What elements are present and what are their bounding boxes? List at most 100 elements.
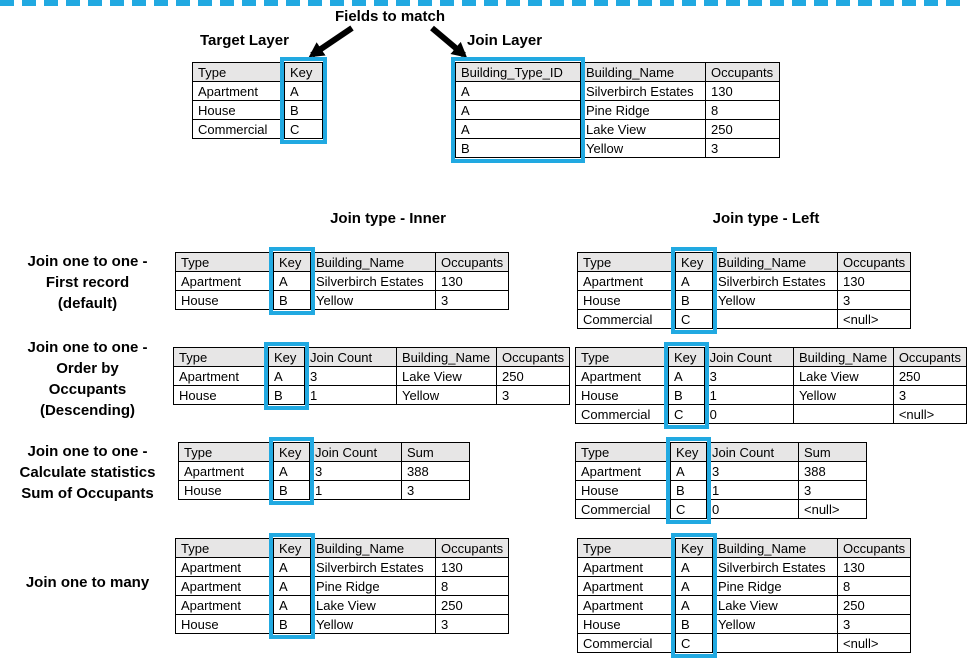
- table-cell: 3: [495, 385, 571, 405]
- table-cell: Yellow: [792, 385, 894, 405]
- table-cell: A: [273, 461, 310, 481]
- table-cell: [712, 633, 838, 653]
- table-row: House B Yellow 3: [577, 614, 912, 634]
- table-row: Commercial C 0 <null>: [575, 404, 967, 424]
- column-header: Building_Name: [396, 347, 497, 367]
- table-cell: 250: [892, 366, 967, 386]
- column-header: Building_Name: [310, 252, 436, 272]
- table-cell: 0: [706, 499, 799, 519]
- table-cell: Commercial: [575, 499, 671, 519]
- table-cell: A: [670, 461, 707, 481]
- table-cell: 3: [304, 366, 397, 386]
- table-cell: C: [284, 119, 323, 139]
- table-row: Apartment A 3 388: [178, 461, 470, 481]
- table-row: A Pine Ridge 8: [455, 100, 780, 120]
- table-row: Apartment A 3 Lake View 250: [575, 366, 967, 386]
- left-order-by-table: Type Key Join Count Building_Name Occupants A…: [575, 347, 967, 424]
- table-cell: Yellow: [580, 138, 706, 158]
- row-label-first-record: Join one to one - First record (default): [5, 251, 170, 314]
- table-cell: Silverbirch Estates: [310, 271, 436, 291]
- column-header: Type: [192, 62, 285, 82]
- table-header-row: Type Key: [192, 62, 323, 82]
- column-header: Key: [667, 347, 705, 367]
- table-cell: Apartment: [175, 557, 274, 577]
- table-cell: B: [667, 385, 705, 405]
- inner-statistics-table: Type Key Join Count Sum Apartment A 3 388 House B…: [178, 442, 470, 500]
- table-header-row: Type Key Building_Name Occupants: [577, 538, 912, 558]
- column-header: Occupants: [434, 252, 510, 272]
- column-header: Key: [273, 252, 311, 272]
- column-header: Type: [178, 442, 274, 462]
- column-header: Building_Type_ID: [455, 62, 581, 82]
- table-cell: B: [268, 385, 305, 405]
- row-label-line: Occupants: [48, 381, 127, 398]
- table-cell: B: [455, 138, 581, 158]
- table-cell: C: [670, 499, 707, 519]
- join-layer-table: Building_Type_ID Building_Name Occupants A S…: [455, 62, 780, 158]
- table-cell: Lake View: [396, 366, 497, 386]
- table-cell: 388: [401, 461, 470, 481]
- table-cell: 8: [705, 100, 780, 120]
- table-row: B Yellow 3: [455, 138, 780, 158]
- table-cell: A: [675, 557, 713, 577]
- table-cell: Apartment: [173, 366, 269, 386]
- table-cell: <null>: [836, 309, 912, 329]
- table-row: House B 1 Yellow 3: [575, 385, 967, 405]
- column-header: Type: [575, 347, 669, 367]
- table-cell: 250: [836, 595, 912, 615]
- table-cell: A: [675, 576, 713, 596]
- column-header: Type: [175, 252, 274, 272]
- table-cell: [792, 404, 894, 424]
- inner-order-by-table: Type Key Join Count Building_Name Occupants A…: [173, 347, 571, 405]
- table-row: Apartment A Lake View 250: [577, 595, 912, 615]
- table-row: House B Yellow 3: [175, 290, 510, 310]
- row-label-line: Order by: [56, 360, 119, 377]
- column-header: Key: [273, 538, 311, 558]
- table-cell: C: [675, 309, 713, 329]
- table-cell: 1: [706, 480, 799, 500]
- table-cell: 130: [836, 271, 912, 291]
- table-cell: <null>: [892, 404, 967, 424]
- column-header: Join Count: [309, 442, 402, 462]
- column-header: Building_Name: [712, 538, 838, 558]
- table-cell: House: [192, 100, 285, 120]
- table-row: Apartment A Lake View 250: [175, 595, 510, 615]
- column-header: Type: [577, 252, 676, 272]
- row-label-one-to-many: Join one to many: [5, 572, 170, 593]
- table-row: Apartment A 3 Lake View 250: [173, 366, 571, 386]
- table-header-row: Type Key Join Count Building_Name Occupants: [173, 347, 571, 367]
- table-cell: Apartment: [175, 595, 274, 615]
- table-cell: Silverbirch Estates: [310, 557, 436, 577]
- table-cell: Pine Ridge: [712, 576, 838, 596]
- table-cell: Commercial: [577, 633, 676, 653]
- table-cell: 130: [434, 271, 510, 291]
- target-layer-table: Type Key Apartment A House B Commercial C: [192, 62, 323, 139]
- table-cell: B: [675, 290, 713, 310]
- table-cell: 8: [836, 576, 912, 596]
- table-cell: 3: [434, 290, 510, 310]
- table-cell: 3: [705, 138, 780, 158]
- table-row: A Silverbirch Estates 130: [455, 81, 780, 101]
- column-header: Join Count: [304, 347, 397, 367]
- join-type-left-heading: Join type - Left: [712, 210, 820, 227]
- column-header: Building_Name: [712, 252, 838, 272]
- table-row: Apartment A Pine Ridge 8: [175, 576, 510, 596]
- table-cell: A: [284, 81, 323, 101]
- table-cell: B: [273, 480, 310, 500]
- row-label-statistics: Join one to one - Calculate statistics S…: [5, 441, 170, 504]
- row-label-order-by: Join one to one - Order by Occupants (De…: [5, 337, 170, 421]
- table-cell: A: [273, 576, 311, 596]
- column-header: Key: [273, 442, 310, 462]
- table-cell: House: [173, 385, 269, 405]
- table-row: Apartment A Silverbirch Estates 130: [577, 271, 912, 291]
- column-header: Occupants: [495, 347, 571, 367]
- table-cell: 3: [434, 614, 510, 634]
- column-header: Occupants: [892, 347, 967, 367]
- table-cell: 3: [836, 614, 912, 634]
- column-header: Key: [268, 347, 305, 367]
- column-header: Occupants: [434, 538, 510, 558]
- table-cell: A: [667, 366, 705, 386]
- table-row: House B Yellow 3: [577, 290, 912, 310]
- arrow-down-right-icon: [430, 25, 468, 58]
- table-row: Apartment A Pine Ridge 8: [577, 576, 912, 596]
